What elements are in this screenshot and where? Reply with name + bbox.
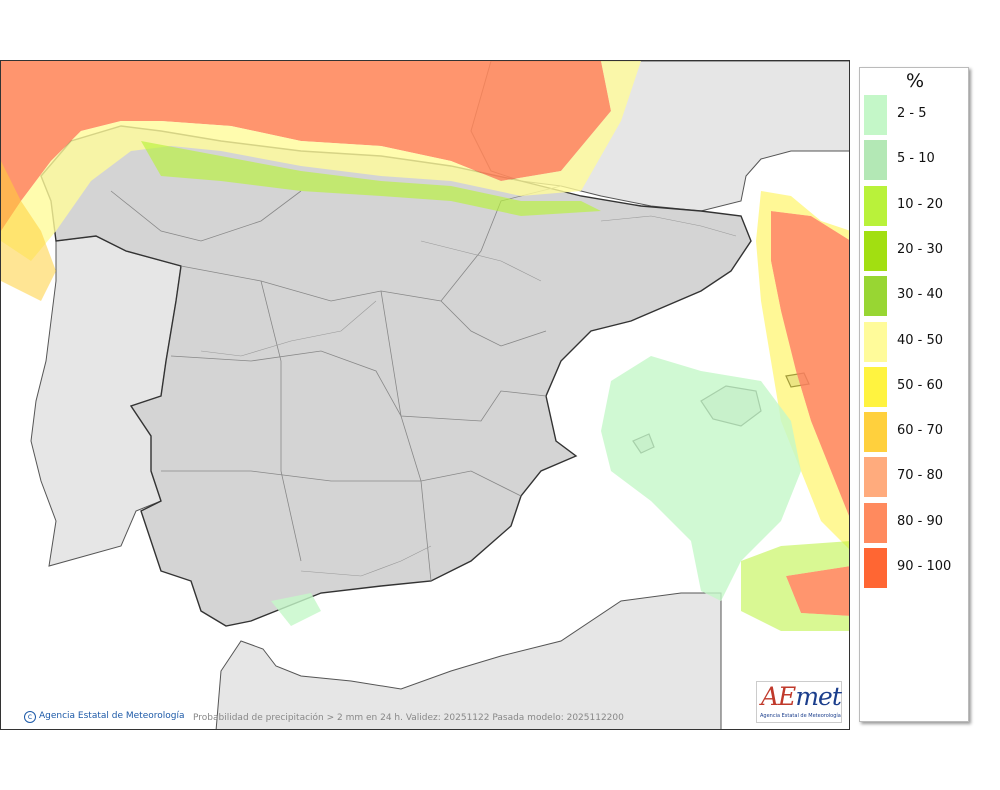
legend-label: 60 - 70 xyxy=(897,423,944,439)
map-caption: Probabilidad de precipitación > 2 mm en … xyxy=(193,713,624,723)
west-atlantic-band xyxy=(1,161,56,301)
legend-item: 80 - 90 xyxy=(864,502,970,543)
legend-label: 5 - 10 xyxy=(897,151,935,167)
credit-text: Agencia Estatal de Meteorología xyxy=(39,711,185,721)
legend-swatch xyxy=(864,140,887,181)
legend-panel: % 2 - 5 5 - 10 10 - 20 20 - 30 30 - 40 40 - 5… xyxy=(859,67,969,722)
legend-label: 10 - 20 xyxy=(897,196,944,212)
legend-item: 2 - 5 xyxy=(864,95,970,135)
legend-swatch xyxy=(864,502,887,543)
cadiz-green xyxy=(271,593,321,626)
legend-label: 50 - 60 xyxy=(897,377,944,393)
legend-item: 70 - 80 xyxy=(864,457,970,498)
legend-label: 70 - 80 xyxy=(897,468,944,484)
legend-label: 2 - 5 xyxy=(897,106,927,121)
morocco-land xyxy=(215,592,722,729)
legend-item: 50 - 60 xyxy=(864,366,970,407)
legend-item: 90 - 100 xyxy=(864,548,970,588)
copyright-icon: c xyxy=(24,711,36,723)
legend-label: 90 - 100 xyxy=(897,559,952,574)
alboran-high-prob xyxy=(786,566,849,616)
precipitation-map xyxy=(1,61,849,729)
balearic-green xyxy=(601,356,801,601)
legend-item: 40 - 50 xyxy=(864,321,970,362)
mediterranean-yellow xyxy=(756,191,849,549)
alboran-yellow xyxy=(741,541,849,631)
legend-label: 20 - 30 xyxy=(897,241,944,257)
map-frame xyxy=(0,60,850,730)
legend-item: 60 - 70 xyxy=(864,412,970,453)
precipitation-bands xyxy=(1,61,849,631)
legend-label: 30 - 40 xyxy=(897,287,944,303)
logo-brand: AEmet xyxy=(761,682,842,711)
legend-item: 20 - 30 xyxy=(864,230,970,271)
legend-unit: % xyxy=(905,70,925,92)
credit-line: c Agencia Estatal de Meteorología xyxy=(24,711,185,723)
logo-subtitle: Agencia Estatal de Meteorología xyxy=(760,713,841,719)
legend-swatch xyxy=(864,366,887,407)
legend-swatch xyxy=(864,548,887,588)
legend-item: 10 - 20 xyxy=(864,185,970,226)
mediterranean-high-prob xyxy=(771,211,849,516)
north-coast-green xyxy=(141,141,601,216)
relief-lines xyxy=(200,215,737,577)
legend-label: 40 - 50 xyxy=(897,332,944,348)
legend-swatch xyxy=(864,457,887,498)
legend-swatch xyxy=(864,412,887,453)
legend-swatch xyxy=(864,185,887,226)
legend-label: 80 - 90 xyxy=(897,513,944,529)
north-coast-high-prob xyxy=(1,61,611,231)
legend-item: 30 - 40 xyxy=(864,276,970,317)
aemet-logo: AEmet Agencia Estatal de Meteorología xyxy=(756,681,842,723)
legend-item: 5 - 10 xyxy=(864,140,970,181)
legend-swatch xyxy=(864,321,887,362)
north-coast-yellow xyxy=(1,61,641,261)
legend-swatch xyxy=(864,95,887,135)
legend-swatch xyxy=(864,276,887,317)
legend-swatch xyxy=(864,230,887,271)
